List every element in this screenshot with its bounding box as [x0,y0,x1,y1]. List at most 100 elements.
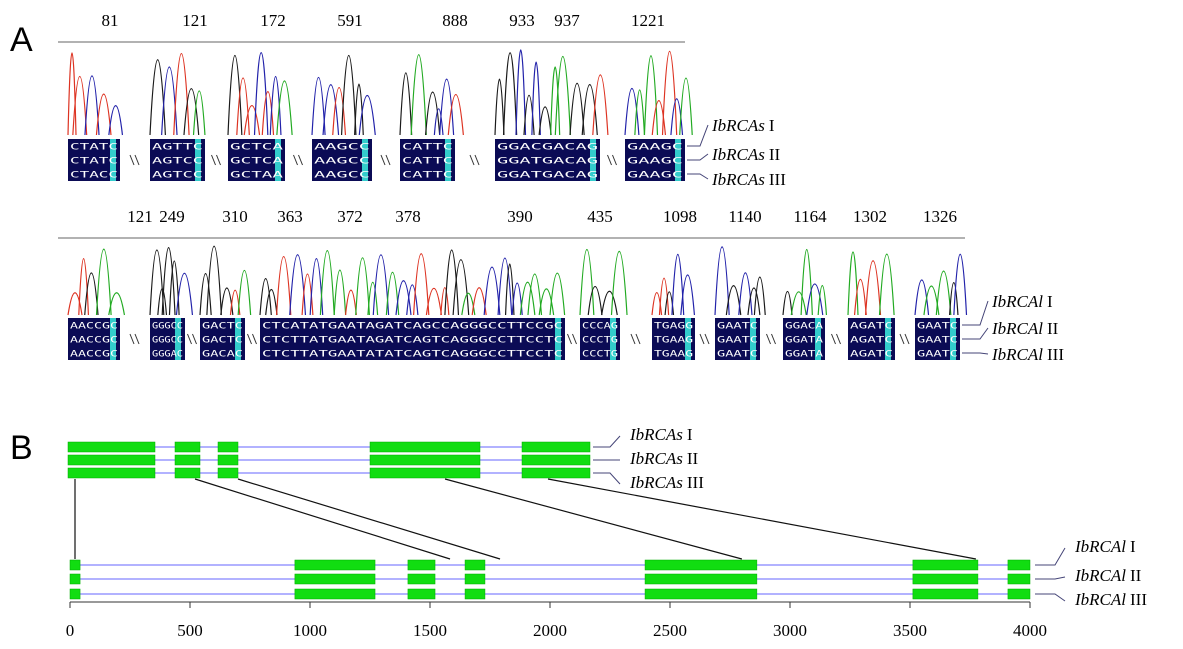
exon [295,574,375,584]
gene-name: IbRCAl [1074,566,1126,585]
break-mark [608,155,612,165]
exon [70,589,80,599]
gene-name: IbRCAs [711,170,765,189]
break-mark [253,334,257,344]
sequence: CTATC [70,157,118,167]
trace-peak [611,251,627,315]
trace-peak [954,254,967,315]
exon [218,468,238,478]
exon [370,455,480,465]
variant: II [769,145,781,164]
position-label: 81 [102,11,119,30]
trace-peak [807,284,823,315]
sequence: GAATC [917,336,958,346]
sequence: TGAAG [654,350,693,360]
trace-peak [323,85,339,135]
exon [465,560,485,570]
position-label: 888 [442,11,468,30]
trace-peak [244,106,259,135]
sequence: AACCGC [70,336,118,346]
x-tick-label: 4000 [1013,621,1047,640]
break-mark [832,334,836,344]
sequence: AGTCC [152,157,203,167]
exon [370,442,480,452]
sequence: CTCTTATGAATAGATCAGTCAGGGCCTTCCTC [262,336,563,346]
leader [687,154,708,160]
exon [295,589,375,599]
sequence: TGAAG [654,336,693,346]
sequence: GGATGACAG [497,157,598,167]
sequence: GGACA [785,322,824,332]
position-label: 378 [395,207,421,226]
trace-peak [68,53,76,135]
variant: II [1047,319,1059,338]
position-label: 121 [182,11,208,30]
exon [408,574,435,584]
exon [522,455,590,465]
exon [522,468,590,478]
break-mark [900,334,904,344]
position-label: 1302 [853,207,887,226]
trace-peak [162,248,175,315]
sequence: AGATC [850,336,893,346]
sequence: GCTAA [230,171,284,181]
trace-peak [593,75,608,135]
exon [645,589,757,599]
sequence: AAGCC [314,143,370,153]
exon [522,442,590,452]
gene-label: IbRCAlIII [991,345,1064,364]
variant: III [1047,345,1064,364]
trace-peak [346,290,357,315]
exon [295,560,375,570]
exon [913,589,978,599]
position-label: 933 [509,11,535,30]
break-mark [573,334,577,344]
position-label: 372 [337,207,363,226]
break-mark [294,155,298,165]
sequence: AACCGC [70,350,118,360]
break-mark [193,334,197,344]
position-label: 1221 [631,11,665,30]
sequence: CCCTG [582,336,618,346]
sequence: CTCTTATGAATATATCAGTCAGGGCCTTCCTC [262,350,563,360]
exon [68,468,155,478]
trace-peak [426,92,440,135]
exon [1008,589,1030,599]
trace-peak [848,252,858,315]
exon [175,442,200,452]
sequence: CTCATATGAATAGATCAGCCAGGGCCTTCCGC [262,322,563,332]
variant: II [1130,566,1142,585]
figure: A B 811211725918889339371221CTATCCTATCCT… [0,0,1183,644]
trace-peak [783,291,792,315]
break-mark [130,334,134,344]
trace-peak [411,55,426,135]
trace-peak [644,56,657,135]
break-mark [613,155,617,165]
sequence: GAATC [717,350,758,360]
exon [408,560,435,570]
sequence: GAAGC [627,157,683,167]
x-tick-label: 2500 [653,621,687,640]
break-mark [248,334,252,344]
gene-name: IbRCAl [1074,537,1126,556]
panel-label: B [10,429,33,467]
exon [913,560,978,570]
sequence: GAATC [917,322,958,332]
position-label: 172 [260,11,286,30]
x-tick-label: 3500 [893,621,927,640]
sequence: GACTC [202,322,243,332]
variant: III [1130,590,1147,609]
sequence: GACTC [202,336,243,346]
trace-peak [739,273,752,315]
position-label: 435 [587,207,613,226]
sequence: GAATC [917,350,958,360]
gene-label: IbRCAsI [711,116,775,135]
trace-peak [801,249,812,315]
x-tick-label: 3000 [773,621,807,640]
trace-peak [528,274,542,315]
trace-peak [866,261,881,315]
trace-peak [516,50,526,135]
leader [962,353,988,354]
